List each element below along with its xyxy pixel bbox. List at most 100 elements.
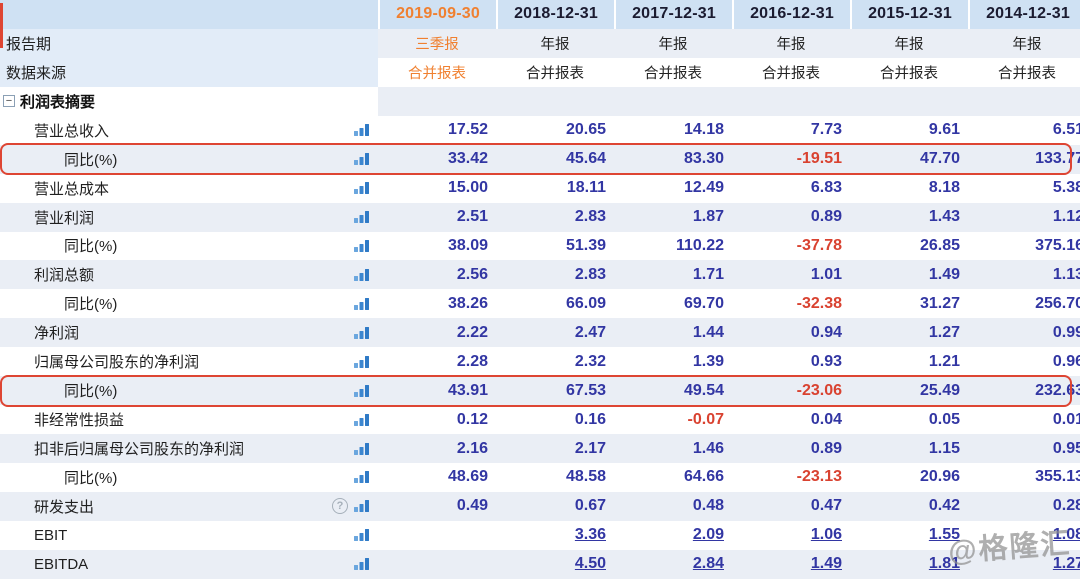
bar-chart-icon[interactable] [353, 152, 370, 166]
bar-chart-icon[interactable] [353, 557, 370, 571]
row-label-cell: 同比(%) [0, 463, 378, 492]
value-text: 0.94 [810, 323, 842, 341]
table-row: 归属母公司股东的净利润 2.28 2.32 1.39 0.93 1.21 0.96 [0, 347, 1080, 377]
empty-cell [968, 87, 1080, 116]
section-header[interactable]: − 利润表摘要 [0, 86, 378, 116]
value-cell: 31.27 [850, 289, 968, 318]
row-label[interactable]: 净利润 [34, 325, 80, 343]
bar-chart-icon[interactable] [353, 181, 370, 195]
value-cell: 1.12 [968, 203, 1080, 232]
column-header-date[interactable]: 2016-12-31 [732, 0, 850, 29]
question-icon[interactable]: ? [332, 498, 348, 515]
value-text: 18.11 [566, 179, 606, 197]
row-label[interactable]: EBIT [34, 526, 68, 544]
value-cell[interactable]: 2.09 [614, 521, 732, 550]
row-label[interactable]: 营业总成本 [34, 180, 110, 198]
source-cell: 合并报表 [762, 65, 820, 82]
value-cell[interactable]: 1.27 [968, 550, 1080, 579]
value-text: 1.27 [1052, 555, 1080, 573]
empty-cell [850, 87, 968, 116]
value-text: 0.12 [456, 410, 488, 428]
row-label[interactable]: 营业利润 [34, 209, 95, 227]
row-label[interactable]: 同比(%) [64, 151, 118, 169]
column-header-date[interactable]: 2017-12-31 [614, 0, 732, 29]
value-text: 1.13 [1052, 265, 1080, 283]
report-period-row: 报告期 三季报 年报 年报 年报 年报 年报 [0, 28, 1080, 58]
bar-chart-icon[interactable] [353, 297, 370, 311]
value-cell: 2.47 [496, 318, 614, 347]
value-cell: 20.96 [850, 463, 968, 492]
period-cell: 年报 [658, 36, 688, 53]
row-label[interactable]: 营业总收入 [34, 122, 110, 140]
column-header-date[interactable]: 2018-12-31 [496, 0, 614, 29]
data-source-row: 数据来源 合并报表 合并报表 合并报表 合并报表 合并报表 合并报表 [0, 57, 1080, 87]
value-cell: 2.32 [496, 347, 614, 376]
row-label[interactable]: 同比(%) [64, 296, 118, 314]
value-cell: 0.28 [968, 492, 1080, 521]
row-label[interactable]: 扣非后归属母公司股东的净利润 [34, 441, 245, 459]
value-cell[interactable]: 1.81 [850, 550, 968, 579]
row-label[interactable]: 同比(%) [64, 469, 118, 487]
bar-chart-icon[interactable] [353, 326, 370, 340]
table-row: EBITDA 4.50 2.84 1.49 1.81 1.27 [0, 549, 1080, 579]
value-cell: 14.18 [614, 116, 732, 145]
bar-chart-icon[interactable] [353, 470, 370, 484]
bar-chart-icon[interactable] [353, 499, 370, 513]
value-cell: -23.13 [732, 463, 850, 492]
collapse-icon[interactable]: − [3, 95, 15, 108]
bar-chart-icon[interactable] [353, 268, 370, 282]
value-cell: 232.63 [968, 376, 1080, 405]
bar-chart-icon[interactable] [353, 239, 370, 253]
value-text: 2.17 [574, 439, 606, 457]
value-text: 5.38 [1052, 179, 1080, 197]
value-text: -19.51 [796, 150, 842, 168]
value-cell: 375.16 [968, 232, 1080, 261]
row-label[interactable]: 同比(%) [64, 238, 118, 256]
row-icons [353, 413, 378, 427]
value-cell[interactable]: 4.50 [496, 550, 614, 579]
column-header-date[interactable]: 2014-12-31 [968, 0, 1080, 29]
value-text: 31.27 [919, 294, 960, 312]
bar-chart-icon[interactable] [353, 355, 370, 369]
bar-chart-icon[interactable] [353, 123, 370, 137]
value-cell[interactable]: 1.49 [732, 550, 850, 579]
value-cell: 25.49 [850, 376, 968, 405]
value-text: 1.71 [692, 265, 724, 283]
value-text: 17.52 [447, 121, 488, 139]
value-cell: 2.22 [378, 318, 496, 347]
row-label-cell: 扣非后归属母公司股东的净利润 [0, 434, 378, 463]
value-cell: 1.13 [968, 260, 1080, 289]
bar-chart-icon[interactable] [353, 384, 370, 398]
bar-chart-icon[interactable] [353, 413, 370, 427]
value-cell: 133.77 [968, 145, 1080, 174]
value-cell: 1.21 [850, 347, 968, 376]
row-label[interactable]: 利润总额 [34, 267, 95, 285]
value-text: -23.06 [796, 381, 842, 399]
column-header-date[interactable]: 2015-12-31 [850, 0, 968, 29]
value-text: 7.73 [810, 121, 842, 139]
bar-chart-icon[interactable] [353, 528, 370, 542]
value-text: 0.95 [1052, 439, 1080, 457]
value-cell[interactable]: 1.55 [850, 521, 968, 550]
bar-chart-icon[interactable] [353, 442, 370, 456]
source-cell: 合并报表 [644, 65, 702, 82]
value-cell[interactable]: 1.08 [968, 521, 1080, 550]
value-cell[interactable]: 2.84 [614, 550, 732, 579]
value-text: 14.18 [683, 121, 724, 139]
row-label[interactable]: 研发支出 [34, 498, 95, 516]
value-text: 6.83 [810, 179, 842, 197]
value-cell: 48.69 [378, 463, 496, 492]
row-label[interactable]: 同比(%) [64, 383, 118, 401]
value-text: 375.16 [1035, 236, 1080, 254]
value-text: 38.26 [447, 294, 488, 312]
row-label[interactable]: 非经常性损益 [34, 412, 125, 430]
value-cell[interactable]: 3.36 [496, 521, 614, 550]
value-text: 20.96 [919, 468, 960, 486]
value-text: 1.27 [928, 323, 960, 341]
column-header-date[interactable]: 2019-09-30 [378, 0, 496, 29]
value-cell[interactable]: 1.06 [732, 521, 850, 550]
bar-chart-icon[interactable] [353, 210, 370, 224]
row-label[interactable]: EBITDA [34, 555, 89, 573]
value-cell: 64.66 [614, 463, 732, 492]
row-label[interactable]: 归属母公司股东的净利润 [34, 354, 200, 372]
